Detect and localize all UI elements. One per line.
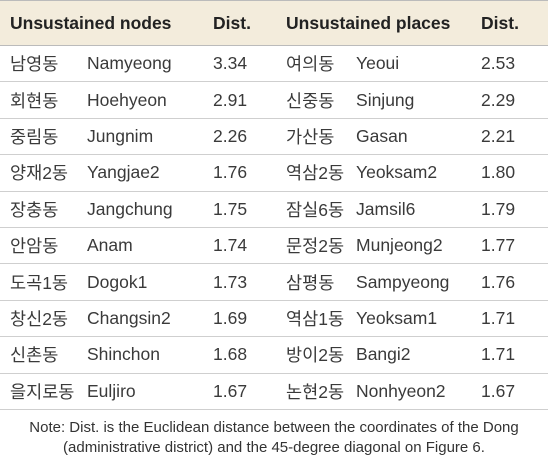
table-cell: 남영동 [0,45,77,83]
table-cell: 1.74 [203,227,277,265]
header-cell: Unsustained nodes [0,0,204,46]
table-cell: 잠실6동 [276,191,347,228]
table-cell: 신촌동 [0,336,77,374]
table-cell: 신중동 [276,81,347,119]
table-cell: 가산동 [276,118,347,156]
table-cell: 1.71 [471,336,548,374]
table-cell: 중림동 [0,118,77,156]
table-cell: Yeoksam1 [346,300,472,338]
table-cell: 1.71 [471,300,548,338]
table-cell: 1.68 [203,336,277,374]
table-row: 장충동 Jangchung 1.75 잠실6동 Jamsil6 1.79 [0,191,548,228]
table-cell: Sinjung [346,81,472,119]
table-row: 안암동 Anam 1.74 문정2동 Munjeong2 1.77 [0,227,548,265]
table-cell: 장충동 [0,191,77,228]
header-cell: Unsustained places [276,0,472,46]
table-cell: Yangjae2 [77,154,204,192]
table-cell: Euljiro [77,373,204,410]
table-cell: 1.76 [203,154,277,192]
table-cell: 역삼1동 [276,300,347,338]
header-cell: Dist. [471,0,548,46]
table-row: 도곡1동 Dogok1 1.73 삼평동 Sampyeong 1.76 [0,263,548,301]
table-cell: 1.77 [471,227,548,265]
table-row: 중림동 Jungnim 2.26 가산동 Gasan 2.21 [0,118,548,156]
table-cell: 양재2동 [0,154,77,192]
table-cell: Changsin2 [77,300,204,338]
table-cell: 1.80 [471,154,548,192]
table-cell: Munjeong2 [346,227,472,265]
table-cell: 1.73 [203,263,277,301]
table-cell: 안암동 [0,227,77,265]
table-cell: 1.67 [471,373,548,410]
table-cell: 3.34 [203,45,277,83]
table-cell: Sampyeong [346,263,472,301]
table-cell: Namyeong [77,45,204,83]
table-body: 남영동 Namyeong 3.34 여의동 Yeoui 2.53 회현동 Hoehyeon 2.… [0,45,548,410]
table-cell: Bangi2 [346,336,472,374]
table-cell: Jangchung [77,191,204,228]
table-cell: Anam [77,227,204,265]
table-cell: Jamsil6 [346,191,472,228]
table-cell: 역삼2동 [276,154,347,192]
table-cell: 2.29 [471,81,548,119]
table-row: 양재2동 Yangjae2 1.76 역삼2동 Yeoksam2 1.80 [0,154,548,192]
table-cell: Jungnim [77,118,204,156]
note: Note: Dist. is the Euclidean distance be… [29,418,519,456]
table-cell: 2.91 [203,81,277,119]
table-cell: 도곡1동 [0,263,77,301]
table-cell: 1.75 [203,191,277,228]
header-cell: Dist. [203,0,277,46]
table-cell: 2.21 [471,118,548,156]
table-cell: Yeoui [346,45,472,83]
table-cell: 창신2동 [0,300,77,338]
table-cell: 2.53 [471,45,548,83]
table-row: 남영동 Namyeong 3.34 여의동 Yeoui 2.53 [0,45,548,83]
table-cell: 방이2동 [276,336,347,374]
table-cell: 1.69 [203,300,277,338]
table-cell: Gasan [346,118,472,156]
table-cell: Shinchon [77,336,204,374]
table-cell: 을지로동 [0,373,77,410]
table-cell: 1.76 [471,263,548,301]
data-table: Unsustained nodes Dist. Unsustained plac… [0,0,548,410]
table-row: 신촌동 Shinchon 1.68 방이2동 Bangi2 1.71 [0,336,548,374]
table-row: 을지로동 Euljiro 1.67 논현2동 Nonhyeon2 1.67 [0,373,548,410]
table-cell: Dogok1 [77,263,204,301]
header-row: Unsustained nodes Dist. Unsustained plac… [0,0,548,46]
table-cell: 삼평동 [276,263,347,301]
table-cell: 논현2동 [276,373,347,410]
table-cell: 1.79 [471,191,548,228]
table-cell: Nonhyeon2 [346,373,472,410]
table-cell: 여의동 [276,45,347,83]
table-row: 회현동 Hoehyeon 2.91 신중동 Sinjung 2.29 [0,81,548,119]
table-cell: Yeoksam2 [346,154,472,192]
table-cell: Hoehyeon [77,81,204,119]
table-cell: 문정2동 [276,227,347,265]
table-cell: 2.26 [203,118,277,156]
table-cell: 회현동 [0,81,77,119]
table-cell: 1.67 [203,373,277,410]
table-row: 창신2동 Changsin2 1.69 역삼1동 Yeoksam1 1.71 [0,300,548,338]
